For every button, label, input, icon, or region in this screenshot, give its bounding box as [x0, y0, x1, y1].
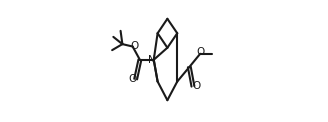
Text: O: O — [128, 74, 136, 84]
Text: O: O — [196, 47, 204, 57]
Text: O: O — [130, 41, 138, 51]
Text: N: N — [148, 55, 155, 65]
Text: O: O — [193, 81, 201, 91]
